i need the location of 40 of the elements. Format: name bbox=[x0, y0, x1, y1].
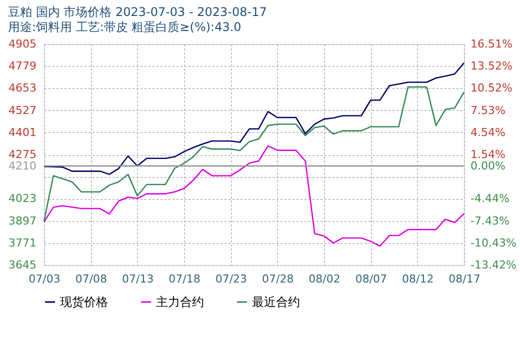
x-tick-label: 07/18 bbox=[168, 272, 200, 286]
y2-tick-label: 10.52% bbox=[470, 82, 512, 95]
y2-tick-label: 4.54% bbox=[470, 126, 506, 139]
y-tick-label: 4527 bbox=[8, 104, 36, 117]
y-tick-label: 3645 bbox=[8, 258, 36, 272]
y-tick-label: 3771 bbox=[8, 236, 36, 250]
y-tick-label: 3897 bbox=[8, 214, 36, 228]
line-series bbox=[43, 86, 465, 222]
x-tick-label: 08/07 bbox=[355, 272, 388, 286]
x-tick-label: 08/02 bbox=[308, 272, 340, 286]
x-tick-label: 07/03 bbox=[28, 272, 60, 286]
y2-tick-label: 13.52% bbox=[470, 60, 512, 73]
legend-label: 现货价格 bbox=[60, 295, 108, 309]
x-tick-label: 08/12 bbox=[402, 272, 434, 286]
y2-tick-label: 16.51% bbox=[470, 38, 512, 50]
x-tick-label: 07/13 bbox=[122, 272, 154, 286]
y2-tick-label: 0.00% bbox=[470, 159, 506, 172]
y2-tick-label: 7.53% bbox=[470, 104, 506, 117]
chart-title: 豆粕 国内 市场价格 2023-07-03 - 2023-08-17 bbox=[8, 5, 267, 19]
x-tick-label: 08/17 bbox=[448, 272, 480, 286]
y-tick-label: 4401 bbox=[8, 126, 36, 139]
x-tick-label: 07/23 bbox=[215, 272, 248, 286]
legend-label: 最近合约 bbox=[252, 295, 300, 309]
y2-tick-label: -4.44% bbox=[470, 192, 510, 206]
y-tick-label: 4905 bbox=[8, 38, 36, 50]
y-tick-label: 4779 bbox=[8, 60, 36, 73]
line-series bbox=[43, 145, 465, 247]
y2-tick-label: -10.43% bbox=[470, 236, 516, 250]
legend-label: 主力合约 bbox=[156, 295, 204, 309]
y-tick-label: 4023 bbox=[8, 192, 36, 206]
y2-tick-label: -7.43% bbox=[470, 214, 510, 228]
y-tick-label: 4653 bbox=[8, 82, 36, 95]
y2-tick-label: -13.42% bbox=[470, 258, 516, 272]
line-series bbox=[43, 62, 465, 175]
x-tick-label: 07/08 bbox=[75, 272, 108, 286]
chart-subtitle: 用途:饲料用 工艺:带皮 粗蛋白质≥(%):43.0 bbox=[8, 20, 242, 34]
x-tick-label: 07/28 bbox=[262, 272, 294, 286]
y2-tick-label: 1.54% bbox=[470, 148, 506, 162]
y-tick-label: 4275 bbox=[8, 148, 36, 161]
y-tick-label: 4210 bbox=[8, 159, 36, 172]
